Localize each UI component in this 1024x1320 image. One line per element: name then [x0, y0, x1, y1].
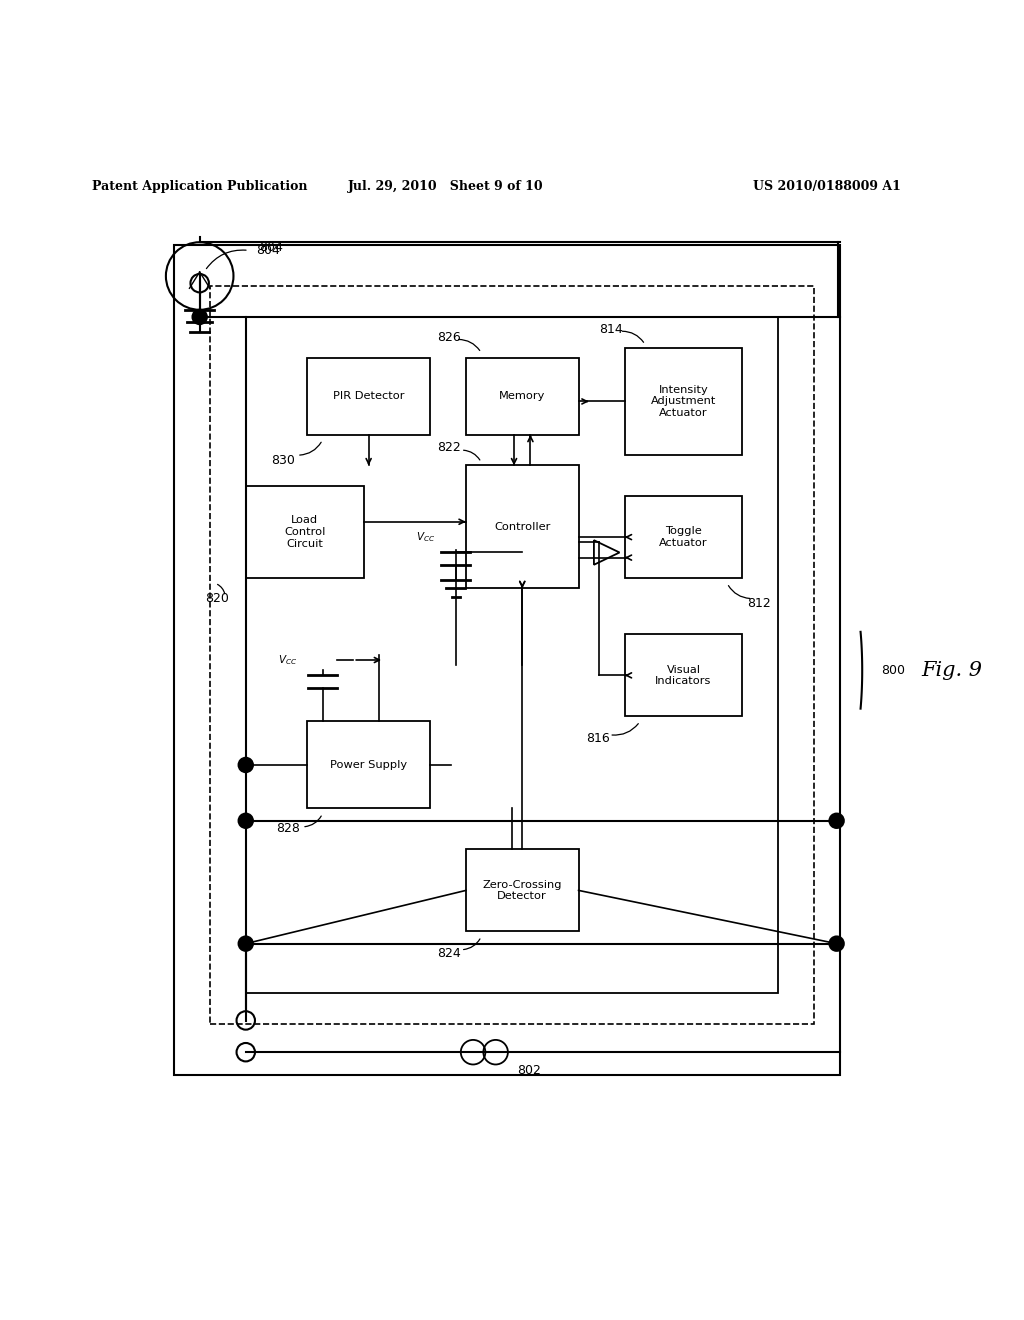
Circle shape: [829, 813, 844, 828]
Circle shape: [239, 758, 253, 772]
Text: 802: 802: [517, 1064, 541, 1077]
Bar: [625, 347, 742, 455]
Text: 816: 816: [586, 733, 609, 746]
Text: Fig. 9: Fig. 9: [922, 661, 983, 680]
Text: 830: 830: [271, 454, 295, 467]
Circle shape: [829, 936, 844, 950]
Text: US 2010/0188009 A1: US 2010/0188009 A1: [753, 181, 900, 194]
Bar: [466, 358, 579, 434]
Text: PIR Detector: PIR Detector: [333, 391, 404, 401]
Text: $V_{CC}$: $V_{CC}$: [416, 531, 435, 544]
Text: Visual
Indicators: Visual Indicators: [655, 664, 712, 686]
Text: 828: 828: [276, 822, 300, 836]
Bar: [210, 286, 814, 1023]
Text: Load
Control
Circuit: Load Control Circuit: [284, 515, 326, 549]
Bar: [246, 486, 364, 578]
Text: 824: 824: [437, 948, 461, 961]
Text: Toggle
Actuator: Toggle Actuator: [659, 527, 708, 548]
Bar: [466, 466, 579, 589]
Text: 800: 800: [881, 664, 904, 677]
Bar: [625, 496, 742, 578]
Text: 804: 804: [259, 240, 283, 253]
Text: Intensity
Adjustment
Actuator: Intensity Adjustment Actuator: [651, 385, 716, 418]
Bar: [246, 317, 778, 993]
Bar: [466, 850, 579, 932]
Text: 826: 826: [437, 331, 461, 345]
Circle shape: [193, 310, 207, 325]
Text: 822: 822: [437, 441, 461, 454]
Text: 814: 814: [599, 323, 623, 335]
Circle shape: [239, 813, 253, 828]
Text: Patent Application Publication: Patent Application Publication: [92, 181, 307, 194]
Text: Zero-Crossing
Detector: Zero-Crossing Detector: [482, 879, 562, 902]
Text: Power Supply: Power Supply: [330, 760, 408, 770]
Text: Controller: Controller: [494, 521, 551, 532]
Bar: [625, 635, 742, 717]
Text: 804: 804: [256, 244, 280, 257]
Text: 820: 820: [205, 593, 228, 605]
Circle shape: [239, 936, 253, 950]
Bar: [307, 722, 430, 808]
Text: Memory: Memory: [499, 391, 546, 401]
Bar: [307, 358, 430, 434]
Text: Jul. 29, 2010   Sheet 9 of 10: Jul. 29, 2010 Sheet 9 of 10: [347, 181, 544, 194]
Text: $V_{CC}$: $V_{CC}$: [278, 653, 297, 667]
Text: 812: 812: [748, 597, 771, 610]
Bar: [174, 246, 840, 1074]
